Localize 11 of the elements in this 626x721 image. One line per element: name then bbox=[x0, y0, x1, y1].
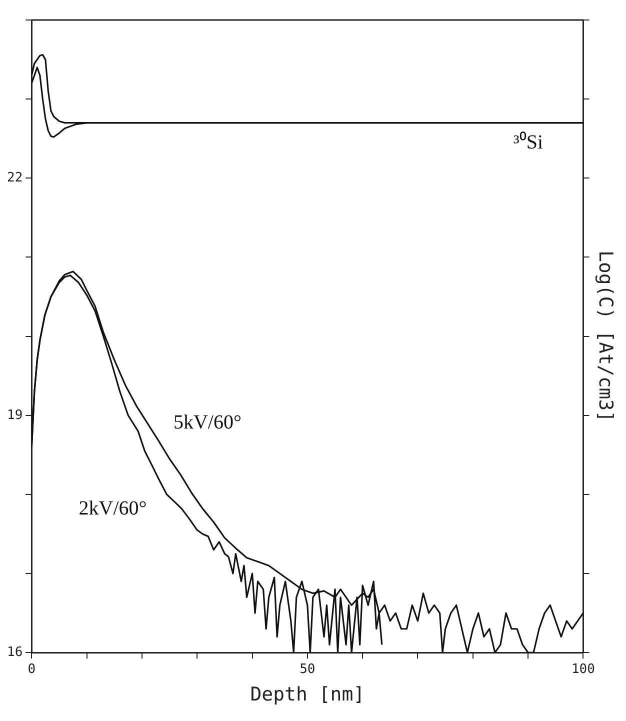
x-axis-title: Depth [nm] bbox=[250, 684, 365, 706]
y-axis-title: Log(C) [At/cm3] bbox=[594, 250, 617, 422]
y-tick-label: 22 bbox=[6, 170, 23, 186]
series-label: 2kV/60° bbox=[78, 498, 147, 520]
series-label: 5kV/60° bbox=[173, 412, 242, 434]
y-tick-label: 16 bbox=[6, 644, 23, 660]
x-tick-label: 50 bbox=[300, 662, 316, 677]
annotation: ³⁰Si bbox=[513, 130, 544, 154]
y-tick-label: 19 bbox=[6, 408, 23, 423]
x-tick-label: 0 bbox=[28, 662, 36, 677]
x-tick-label: 100 bbox=[571, 662, 595, 677]
